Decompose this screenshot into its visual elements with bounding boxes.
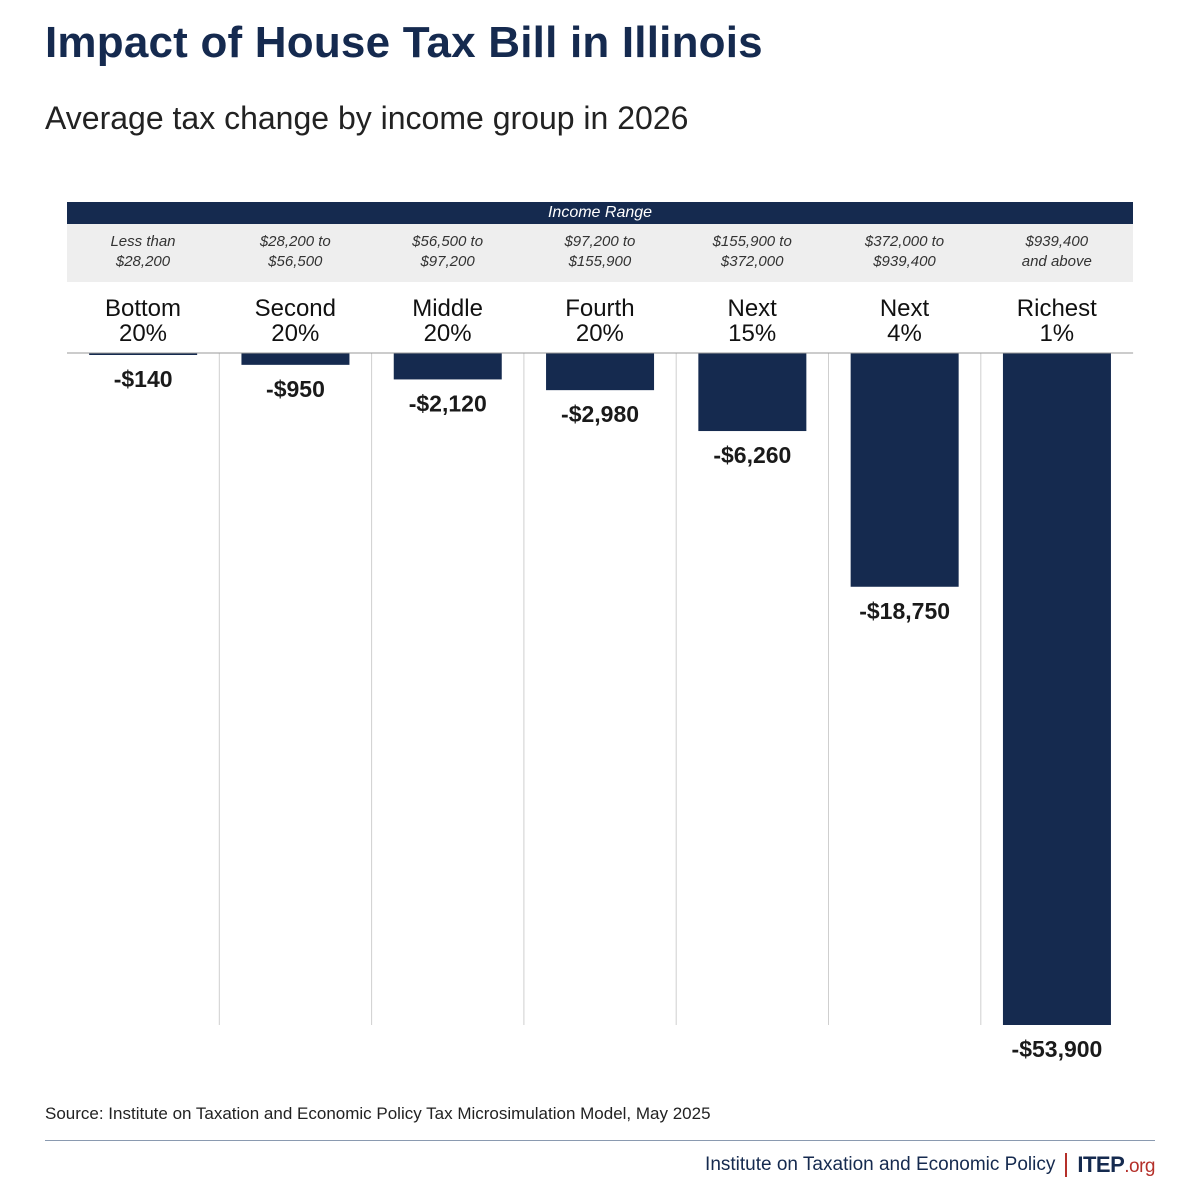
bar — [393, 353, 502, 380]
logo-main-text: ITEP — [1077, 1152, 1125, 1177]
bar-value-label: -$2,980 — [561, 401, 639, 427]
income-group-label: Fourth 20% — [565, 295, 635, 347]
footer-separator — [1065, 1153, 1068, 1177]
bar-value-label: -$2,120 — [409, 390, 487, 416]
bar — [89, 353, 198, 355]
footer: Institute on Taxation and Economic Polic… — [705, 1152, 1155, 1178]
income-group-label: Next 4% — [879, 295, 930, 347]
bar — [546, 353, 655, 391]
bar-chart: -$140 -$950 -$2,120 -$2,980 -$6,260 -$18,750 -… — [67, 352, 1134, 1062]
income-range-label: $372,000 to $939,400 — [864, 233, 945, 270]
income-range-label: $56,500 to $97,200 — [412, 233, 484, 270]
income-group-label: Next 15% — [727, 295, 777, 347]
income-range-label: $155,900 to $372,000 — [712, 233, 792, 270]
income-group-label: Bottom 20% — [104, 295, 182, 347]
logo-suffix-text: .org — [1124, 1156, 1155, 1177]
income-range-header: Income Range — [67, 202, 1133, 224]
chart-subtitle: Average tax change by income group in 20… — [45, 100, 689, 136]
income-range-label: $28,200 to $56,500 — [259, 233, 331, 270]
bar — [850, 353, 959, 587]
income-range-label: $97,200 to $155,900 — [564, 233, 636, 270]
footer-divider — [45, 1140, 1155, 1141]
footer-org-name: Institute on Taxation and Economic Polic… — [705, 1154, 1056, 1175]
bar-value-label: -$6,260 — [713, 442, 791, 468]
bar-value-label: -$53,900 — [1012, 1036, 1103, 1062]
income-group-label: Middle 20% — [412, 295, 483, 347]
income-range-label: Less than $28,200 — [110, 233, 176, 270]
bar-value-label: -$140 — [114, 366, 173, 392]
source-note: Source: Institute on Taxation and Econom… — [45, 1104, 711, 1123]
itep-logo: ITEP.org — [1077, 1152, 1155, 1178]
bar-value-label: -$950 — [266, 376, 325, 402]
income-range-band — [67, 224, 1133, 282]
income-group-label: Richest 1% — [1016, 295, 1097, 347]
bar-value-label: -$18,750 — [859, 598, 950, 624]
chart-title: Impact of House Tax Bill in Illinois — [45, 18, 763, 67]
income-range-label: $939,400 and above — [1021, 233, 1092, 270]
bar — [1002, 353, 1111, 1025]
bar — [241, 353, 350, 365]
income-group-label: Second 20% — [254, 295, 336, 347]
bar — [698, 353, 807, 432]
